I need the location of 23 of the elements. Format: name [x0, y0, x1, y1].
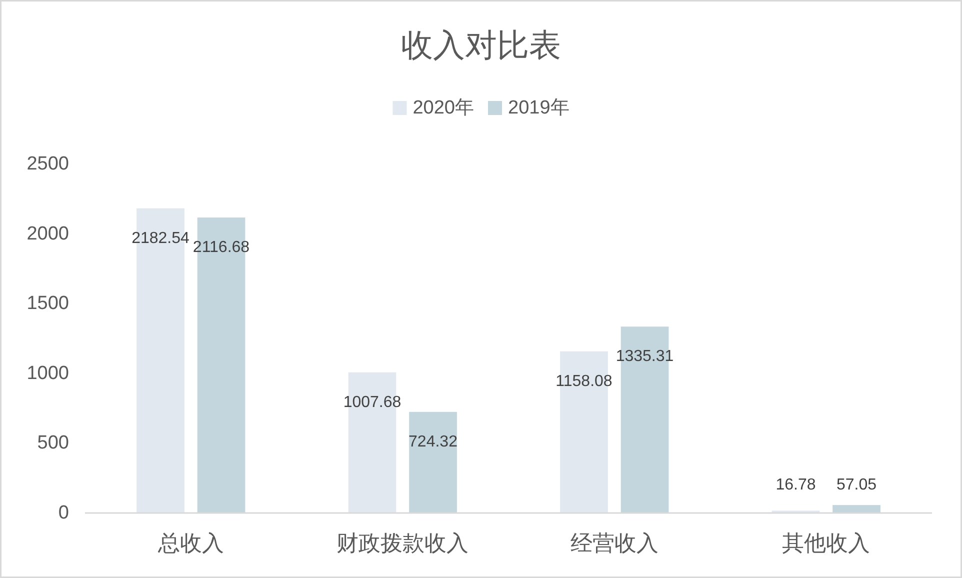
y-tick-label: 500: [37, 432, 69, 454]
data-label: 2182.54: [132, 230, 190, 247]
y-tick-label: 2000: [26, 223, 69, 244]
bar: [832, 505, 880, 513]
bar: [409, 412, 457, 513]
legend-label: 2019年: [508, 98, 570, 118]
x-tick-label: 其他收入: [782, 530, 870, 556]
y-tick-label: 1500: [26, 293, 69, 314]
data-label: 1007.68: [343, 394, 402, 411]
y-tick-label: 2500: [26, 154, 69, 174]
data-label: 1335.31: [616, 348, 674, 366]
x-tick-label: 总收入: [156, 530, 224, 556]
y-tick-label: 0: [58, 502, 69, 524]
data-label: 2116.68: [192, 239, 250, 256]
data-label: 724.32: [408, 433, 458, 450]
data-label: 16.78: [776, 476, 816, 494]
legend-label: 2020年: [412, 98, 474, 118]
y-tick-label: 1000: [26, 362, 69, 384]
x-tick-label: 财政拨款收入: [336, 530, 469, 556]
title: 收入对比表: [401, 27, 561, 63]
data-label: 57.05: [836, 476, 877, 494]
x-tick-label: 经营收入: [570, 530, 658, 556]
data-label: 1158.08: [556, 372, 612, 390]
